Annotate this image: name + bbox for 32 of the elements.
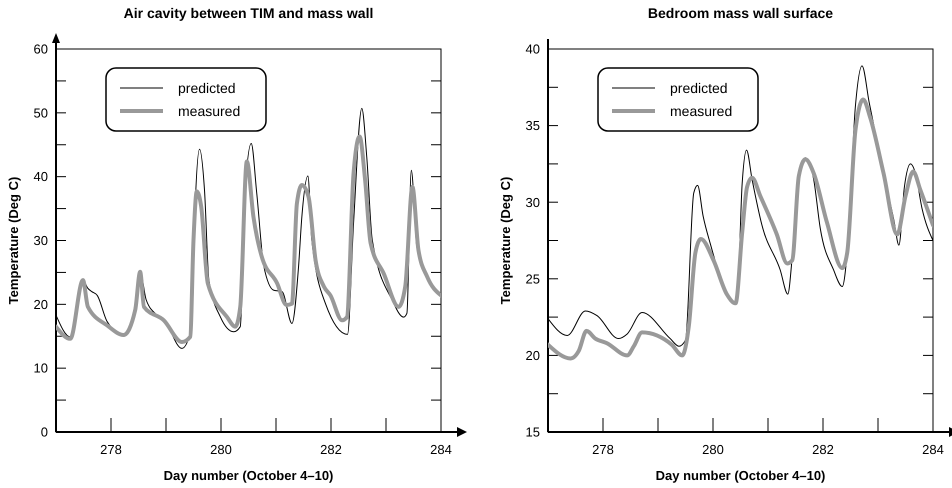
legend-label: predicted [670, 80, 728, 96]
y-tick-label: 35 [526, 118, 540, 134]
x-tick-label: 278 [100, 442, 122, 457]
y-tick-label: 20 [526, 348, 540, 363]
y-tick-label: 40 [34, 169, 48, 184]
y-tick-label: 25 [526, 271, 540, 286]
y-axis-title: Temperature (Deg C) [6, 176, 21, 304]
x-tick-label: 284 [430, 442, 452, 457]
y-tick-label: 30 [34, 233, 48, 248]
y-tick-label: 60 [34, 42, 48, 57]
y-tick-label: 0 [40, 424, 48, 440]
y-axis-title: Temperature (Deg C) [498, 176, 513, 304]
legend-label: predicted [178, 80, 236, 96]
legend-label: measured [670, 102, 732, 119]
x-axis-title: Day number (October 4–10) [164, 468, 334, 483]
line-series [548, 98, 933, 360]
y-tick-label: 15 [526, 424, 540, 440]
y-tick-label: 10 [34, 360, 48, 376]
x-axis-title: Day number (October 4–10) [656, 468, 826, 483]
x-tick-label: 282 [320, 442, 342, 457]
chart-title: Bedroom mass wall surface [648, 5, 834, 21]
chart-title: Air cavity between TIM and mass wall [124, 5, 374, 21]
x-tick-label: 280 [702, 442, 724, 457]
y-tick-label: 50 [34, 105, 48, 120]
y-tick-label: 30 [526, 194, 540, 210]
x-tick-label: 278 [592, 442, 614, 457]
legend-label: measured [178, 102, 240, 119]
y-tick-label: 20 [34, 296, 48, 312]
x-tick-label: 282 [812, 442, 834, 457]
x-tick-label: 284 [922, 442, 944, 457]
x-tick-label: 280 [210, 442, 232, 457]
y-tick-label: 40 [526, 42, 540, 57]
